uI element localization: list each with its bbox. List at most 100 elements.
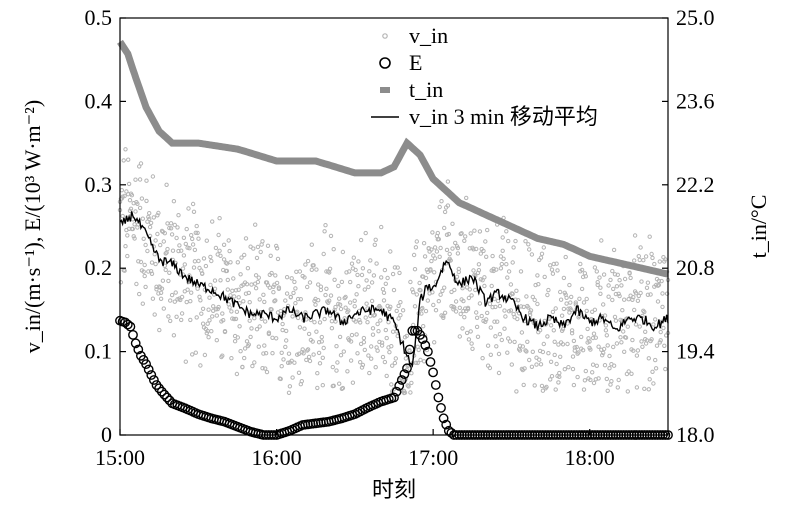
vin-point <box>460 286 465 291</box>
vin-point <box>224 261 230 266</box>
vin-point <box>455 245 461 251</box>
vin-point <box>169 292 175 298</box>
vin-point <box>141 236 146 242</box>
legend-label: v_in 3 min 移动平均 <box>409 104 598 129</box>
vin-point <box>193 230 199 236</box>
vin-point <box>274 246 280 251</box>
vin-point <box>265 243 271 249</box>
vin-point <box>323 292 328 298</box>
vin-point <box>435 230 440 236</box>
y-right-tick-label: 22.2 <box>676 172 715 197</box>
vin-point <box>565 341 570 347</box>
vin-point <box>328 293 334 298</box>
vin-point <box>464 195 469 201</box>
vin-point <box>162 231 168 236</box>
vin-point <box>654 343 660 348</box>
vin-point <box>366 353 371 358</box>
vin-point <box>263 351 269 356</box>
vin-point <box>658 338 663 343</box>
vin-point <box>232 316 237 322</box>
vin-point <box>189 290 194 295</box>
y-left-tick-label: 0 <box>101 422 112 447</box>
vin-point <box>463 234 468 239</box>
vin-point <box>290 314 295 319</box>
y-left-tick-label: 0.4 <box>85 88 113 113</box>
vin-point <box>331 383 336 388</box>
vin-point <box>539 251 545 257</box>
vin-point <box>598 291 603 296</box>
vin-point <box>204 238 210 243</box>
vin-point <box>373 365 378 370</box>
vin-point <box>305 258 311 264</box>
vin-point <box>357 317 362 323</box>
vin-point <box>269 307 274 312</box>
vin-point <box>190 352 195 357</box>
vin-point <box>437 204 442 210</box>
vin-point <box>590 309 595 314</box>
E-series <box>115 315 673 440</box>
vin-point <box>650 369 655 374</box>
avg-line <box>119 211 669 368</box>
vin-point <box>522 366 527 371</box>
vin-point <box>276 286 282 291</box>
vin-point <box>161 306 167 311</box>
vin-point <box>594 269 599 274</box>
vin-point <box>139 196 145 201</box>
tin-series <box>117 39 669 278</box>
vin-point <box>316 298 321 303</box>
vin-point <box>167 270 172 275</box>
vin-point <box>583 274 588 279</box>
vin-point <box>138 161 144 166</box>
vin-point <box>293 286 298 291</box>
vin-point <box>538 255 544 260</box>
vin-point <box>621 329 626 334</box>
vin-point <box>284 275 290 280</box>
vin-point <box>142 273 147 279</box>
vin-point <box>284 328 289 334</box>
vin-point <box>225 277 231 283</box>
vin-point <box>333 319 338 324</box>
vin-point <box>216 304 221 310</box>
plot-frame <box>119 17 669 436</box>
vin-point <box>662 259 667 264</box>
vin-point <box>306 331 312 337</box>
vin-point <box>229 356 234 361</box>
vin-point <box>353 319 358 324</box>
vin-point <box>448 258 453 263</box>
vin-point <box>328 233 334 239</box>
vin-point <box>231 276 236 281</box>
vin-point <box>145 248 150 254</box>
vin-point <box>238 272 243 277</box>
vin-point <box>362 347 367 353</box>
E-point <box>394 380 405 391</box>
vin-point <box>499 261 504 267</box>
vin-point <box>375 321 380 327</box>
vin-point <box>498 266 504 271</box>
E-point <box>389 392 399 403</box>
vin-point <box>579 267 585 273</box>
vin-point <box>299 379 304 384</box>
vin-point <box>653 357 658 363</box>
vin-point <box>545 292 550 298</box>
vin-point <box>440 288 445 294</box>
vin-point <box>453 240 458 246</box>
vin-point <box>147 224 153 230</box>
vin-point <box>496 351 502 357</box>
vin-point <box>431 302 436 308</box>
vin-point <box>417 280 422 286</box>
vin-point <box>188 299 193 304</box>
vin-point <box>283 344 288 350</box>
vin-point <box>316 350 322 356</box>
vin-point <box>412 267 418 272</box>
vin-point <box>384 335 389 341</box>
vin-point <box>409 371 414 376</box>
E-point <box>441 419 452 430</box>
vin-point <box>296 370 302 375</box>
vin-point <box>227 248 232 254</box>
vin-point <box>221 318 226 323</box>
vin-point <box>144 178 149 183</box>
vin-point <box>625 324 630 329</box>
vin-point <box>378 318 383 323</box>
vin-point <box>626 369 631 374</box>
vin-point <box>581 387 587 392</box>
